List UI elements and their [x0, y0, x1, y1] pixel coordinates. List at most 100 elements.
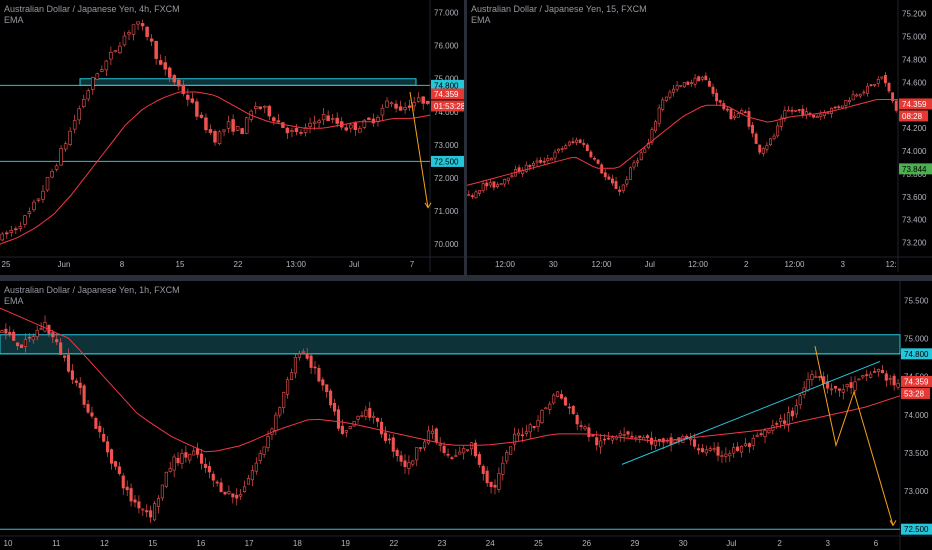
candle-body: [579, 425, 583, 427]
x-tick-label: 2: [777, 539, 782, 548]
y-tick-label: 73.000: [434, 141, 459, 150]
chart-pane-4h[interactable]: Australian Dollar / Japanese Yen, 4h, FX…: [0, 0, 464, 272]
candle-body: [372, 415, 376, 418]
price-tag-price: [431, 88, 464, 100]
chart-title: Australian Dollar / Japanese Yen, 4h, FX…: [4, 4, 180, 14]
candle-body: [812, 114, 816, 118]
x-tick-label: 30: [679, 539, 688, 548]
x-tick-label: 30: [549, 260, 558, 269]
candle-body: [231, 119, 235, 132]
candle-body: [571, 405, 575, 414]
candle-body: [66, 354, 71, 372]
candle-body: [485, 470, 489, 484]
projection-path[interactable]: [409, 91, 429, 208]
candle-body: [704, 75, 708, 81]
candle-body: [207, 466, 211, 473]
candle-body: [591, 434, 595, 437]
candle-body: [769, 138, 772, 146]
candle-body: [172, 456, 176, 471]
y-tick-label: 74.000: [434, 108, 459, 117]
candle-body: [751, 437, 755, 446]
candle-body: [299, 132, 303, 134]
candle-body: [712, 448, 716, 451]
candle-body: [718, 100, 722, 103]
candle-body: [419, 447, 423, 449]
candle-body: [4, 328, 8, 334]
candle-body: [794, 110, 798, 112]
candle-body: [317, 120, 321, 123]
candle-body: [68, 130, 72, 145]
candle-body: [650, 129, 654, 143]
candle-body: [149, 510, 153, 518]
candle-body: [211, 473, 215, 481]
candle-body: [672, 88, 675, 93]
candle-body: [728, 453, 732, 457]
candle-body: [743, 443, 747, 446]
resistance-zone[interactable]: [0, 334, 901, 355]
candle-body: [857, 378, 861, 381]
chart-canvas[interactable]: 77.000 76.000 75.000 74.000 73.000 72.000 71.0…: [0, 0, 464, 272]
candle-body: [783, 420, 787, 424]
candle-body: [733, 115, 737, 119]
candle-body: [869, 84, 873, 86]
candle-body: [708, 448, 712, 451]
trendline[interactable]: [621, 360, 881, 465]
candle-body: [145, 510, 149, 513]
price-tag-text: 53:28: [904, 389, 925, 398]
price-tag-green: [899, 163, 932, 175]
candle-body: [348, 425, 352, 429]
price-tag-price: [899, 98, 932, 110]
candle-body: [763, 430, 767, 438]
chart-pane-15m[interactable]: Australian Dollar / Japanese Yen, 15, FX…: [467, 0, 932, 272]
candle-body: [8, 331, 12, 335]
candle-body: [488, 182, 492, 186]
candle-body: [801, 108, 805, 116]
candle-body: [82, 385, 86, 405]
candle-body: [240, 128, 244, 135]
candle-body: [31, 336, 35, 341]
candle-body: [892, 375, 896, 386]
candle-body: [775, 423, 779, 425]
candle-body: [258, 453, 262, 461]
candle-body: [98, 425, 102, 433]
candle-body: [481, 466, 485, 474]
candle-body: [403, 460, 407, 468]
candle-body: [86, 403, 90, 413]
candle-body: [353, 122, 358, 130]
pane-divider-vertical[interactable]: [464, 0, 467, 275]
chart-canvas[interactable]: 75.50075.00074.50074.00073.50073.0001011…: [0, 281, 932, 550]
x-tick-label: 25: [534, 539, 543, 548]
candle-body: [690, 82, 693, 84]
candle-body: [869, 373, 873, 378]
candle-body: [113, 461, 117, 467]
candle-body: [503, 179, 507, 185]
candle-body: [689, 438, 693, 441]
candle-body: [90, 412, 94, 417]
candle-body: [724, 453, 728, 457]
candle-body: [814, 376, 818, 379]
candle-body: [411, 460, 415, 465]
resistance-zone[interactable]: [79, 78, 417, 86]
projection-path[interactable]: [814, 346, 894, 526]
x-tick-label: 17: [245, 539, 254, 548]
x-tick-label: Jun: [58, 260, 71, 269]
candle-body: [560, 148, 564, 150]
candle-body: [12, 331, 16, 341]
candle-body: [657, 107, 661, 124]
price-tag-text: 72.500: [434, 157, 459, 166]
x-tick-label: 10: [4, 539, 13, 548]
chart-pane-1h[interactable]: Australian Dollar / Japanese Yen, 1h, FX…: [0, 281, 932, 550]
candle-body: [711, 86, 715, 94]
chart-canvas[interactable]: 75.20075.00074.80074.60074.40074.20074.0…: [467, 0, 932, 272]
candle-body: [779, 117, 783, 127]
pane-divider-horizontal[interactable]: [0, 275, 932, 281]
indicator-label: EMA: [4, 296, 24, 306]
candle-body: [884, 373, 888, 381]
candle-body: [192, 450, 196, 456]
candle-body: [109, 52, 113, 60]
candle-body: [282, 392, 286, 408]
candle-body: [643, 148, 647, 153]
ema-line: [0, 91, 431, 245]
indicator-label: EMA: [471, 15, 491, 25]
candle-body: [164, 471, 168, 487]
